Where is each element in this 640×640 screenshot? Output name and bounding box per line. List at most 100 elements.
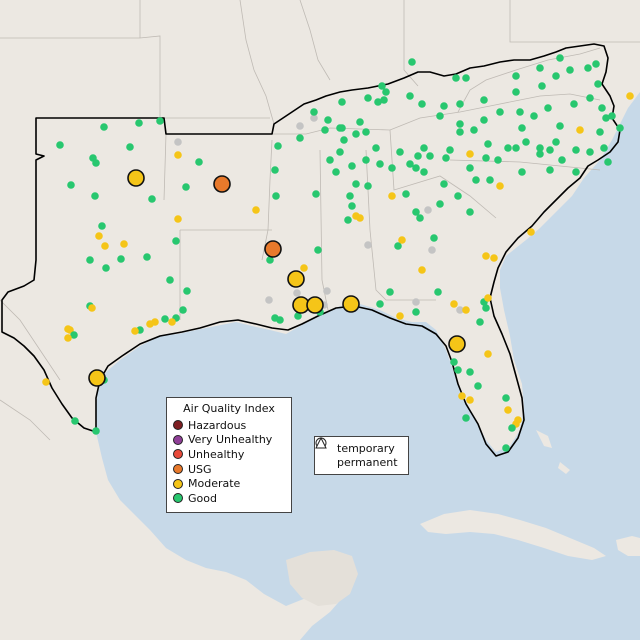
sensor-marker[interactable] [323, 287, 331, 295]
sensor-marker[interactable] [502, 394, 510, 402]
sensor-marker[interactable] [314, 246, 322, 254]
sensor-marker[interactable] [312, 190, 320, 198]
sensor-marker[interactable] [544, 104, 552, 112]
sensor-marker[interactable] [556, 122, 564, 130]
sensor-marker[interactable] [486, 176, 494, 184]
sensor-marker[interactable] [462, 306, 470, 314]
sensor-marker[interactable] [274, 142, 282, 150]
sensor-marker[interactable] [161, 315, 169, 323]
sensor-marker[interactable] [266, 256, 274, 264]
sensor-marker[interactable] [412, 298, 420, 306]
sensor-marker[interactable] [64, 334, 72, 342]
sensor-marker[interactable] [418, 100, 426, 108]
sensor-marker[interactable] [626, 92, 634, 100]
sensor-marker[interactable] [456, 128, 464, 136]
sensor-marker[interactable] [344, 216, 352, 224]
sensor-marker[interactable] [440, 180, 448, 188]
sensor-marker[interactable] [100, 123, 108, 131]
sensor-marker[interactable] [440, 102, 448, 110]
sensor-marker[interactable] [536, 144, 544, 152]
sensor-marker[interactable] [504, 406, 512, 414]
sensor-marker[interactable] [378, 82, 386, 90]
sensor-marker[interactable] [352, 180, 360, 188]
sensor-marker[interactable] [490, 254, 498, 262]
sensor-marker[interactable] [296, 134, 304, 142]
sensor-marker[interactable] [454, 192, 462, 200]
sensor-marker[interactable] [131, 327, 139, 335]
sensor-marker[interactable] [482, 154, 490, 162]
sensor-marker[interactable] [530, 112, 538, 120]
sensor-marker[interactable] [310, 114, 318, 122]
sensor-marker[interactable] [446, 146, 454, 154]
sensor-marker[interactable] [602, 114, 610, 122]
sensor-marker[interactable] [406, 92, 414, 100]
sensor-marker[interactable] [294, 312, 302, 320]
sensor-marker[interactable] [504, 144, 512, 152]
sensor-marker[interactable] [466, 164, 474, 172]
sensor-marker[interactable] [148, 195, 156, 203]
sensor-marker[interactable] [436, 112, 444, 120]
sensor-marker[interactable] [482, 304, 490, 312]
sensor-marker[interactable] [364, 241, 372, 249]
sensor-marker[interactable] [484, 350, 492, 358]
sensor-marker[interactable] [42, 378, 50, 386]
sensor-marker[interactable] [265, 296, 273, 304]
sensor-marker[interactable] [516, 108, 524, 116]
sensor-marker[interactable] [527, 228, 535, 236]
sensor-marker[interactable] [332, 168, 340, 176]
sensor-marker[interactable] [502, 444, 510, 452]
sensor-marker[interactable] [183, 287, 191, 295]
sensor-marker[interactable] [536, 150, 544, 158]
sensor-marker[interactable] [518, 124, 526, 132]
sensor-marker[interactable] [374, 98, 382, 106]
sensor-marker[interactable] [91, 192, 99, 200]
sensor-marker[interactable] [450, 358, 458, 366]
sensor-marker[interactable] [67, 181, 75, 189]
sensor-marker[interactable] [321, 126, 329, 134]
sensor-marker[interactable] [195, 158, 203, 166]
sensor-marker[interactable] [600, 144, 608, 152]
sensor-marker[interactable] [424, 206, 432, 214]
sensor-marker[interactable] [356, 118, 364, 126]
sensor-marker[interactable] [462, 414, 470, 422]
sensor-marker[interactable] [92, 159, 100, 167]
sensor-marker[interactable] [71, 417, 79, 425]
sensor-marker[interactable] [428, 246, 436, 254]
sensor-marker[interactable] [462, 74, 470, 82]
sensor-marker[interactable] [412, 164, 420, 172]
sensor-marker[interactable] [452, 74, 460, 82]
sensor-marker[interactable] [356, 214, 364, 222]
sensor-marker[interactable] [382, 88, 390, 96]
sensor-marker[interactable] [450, 300, 458, 308]
sensor-marker[interactable] [394, 242, 402, 250]
sensor-marker[interactable] [508, 424, 516, 432]
sensor-marker[interactable] [338, 124, 346, 132]
sensor-marker[interactable] [484, 294, 492, 302]
monitor-marker-usg[interactable] [264, 240, 282, 258]
sensor-marker[interactable] [512, 72, 520, 80]
sensor-marker[interactable] [346, 192, 354, 200]
sensor-marker[interactable] [326, 156, 334, 164]
sensor-marker[interactable] [586, 148, 594, 156]
sensor-marker[interactable] [570, 100, 578, 108]
sensor-marker[interactable] [300, 264, 308, 272]
sensor-marker[interactable] [324, 116, 332, 124]
monitor-marker-moderate[interactable] [88, 369, 106, 387]
sensor-marker[interactable] [412, 308, 420, 316]
sensor-marker[interactable] [64, 325, 72, 333]
sensor-marker[interactable] [466, 368, 474, 376]
sensor-marker[interactable] [572, 146, 580, 154]
sensor-marker[interactable] [168, 318, 176, 326]
sensor-marker[interactable] [538, 82, 546, 90]
sensor-marker[interactable] [536, 64, 544, 72]
sensor-marker[interactable] [276, 316, 284, 324]
sensor-marker[interactable] [604, 158, 612, 166]
monitor-marker-moderate[interactable] [448, 335, 466, 353]
sensor-marker[interactable] [480, 96, 488, 104]
sensor-marker[interactable] [442, 154, 450, 162]
sensor-marker[interactable] [388, 192, 396, 200]
sensor-marker[interactable] [406, 160, 414, 168]
sensor-marker[interactable] [86, 256, 94, 264]
sensor-marker[interactable] [102, 264, 110, 272]
sensor-marker[interactable] [92, 427, 100, 435]
